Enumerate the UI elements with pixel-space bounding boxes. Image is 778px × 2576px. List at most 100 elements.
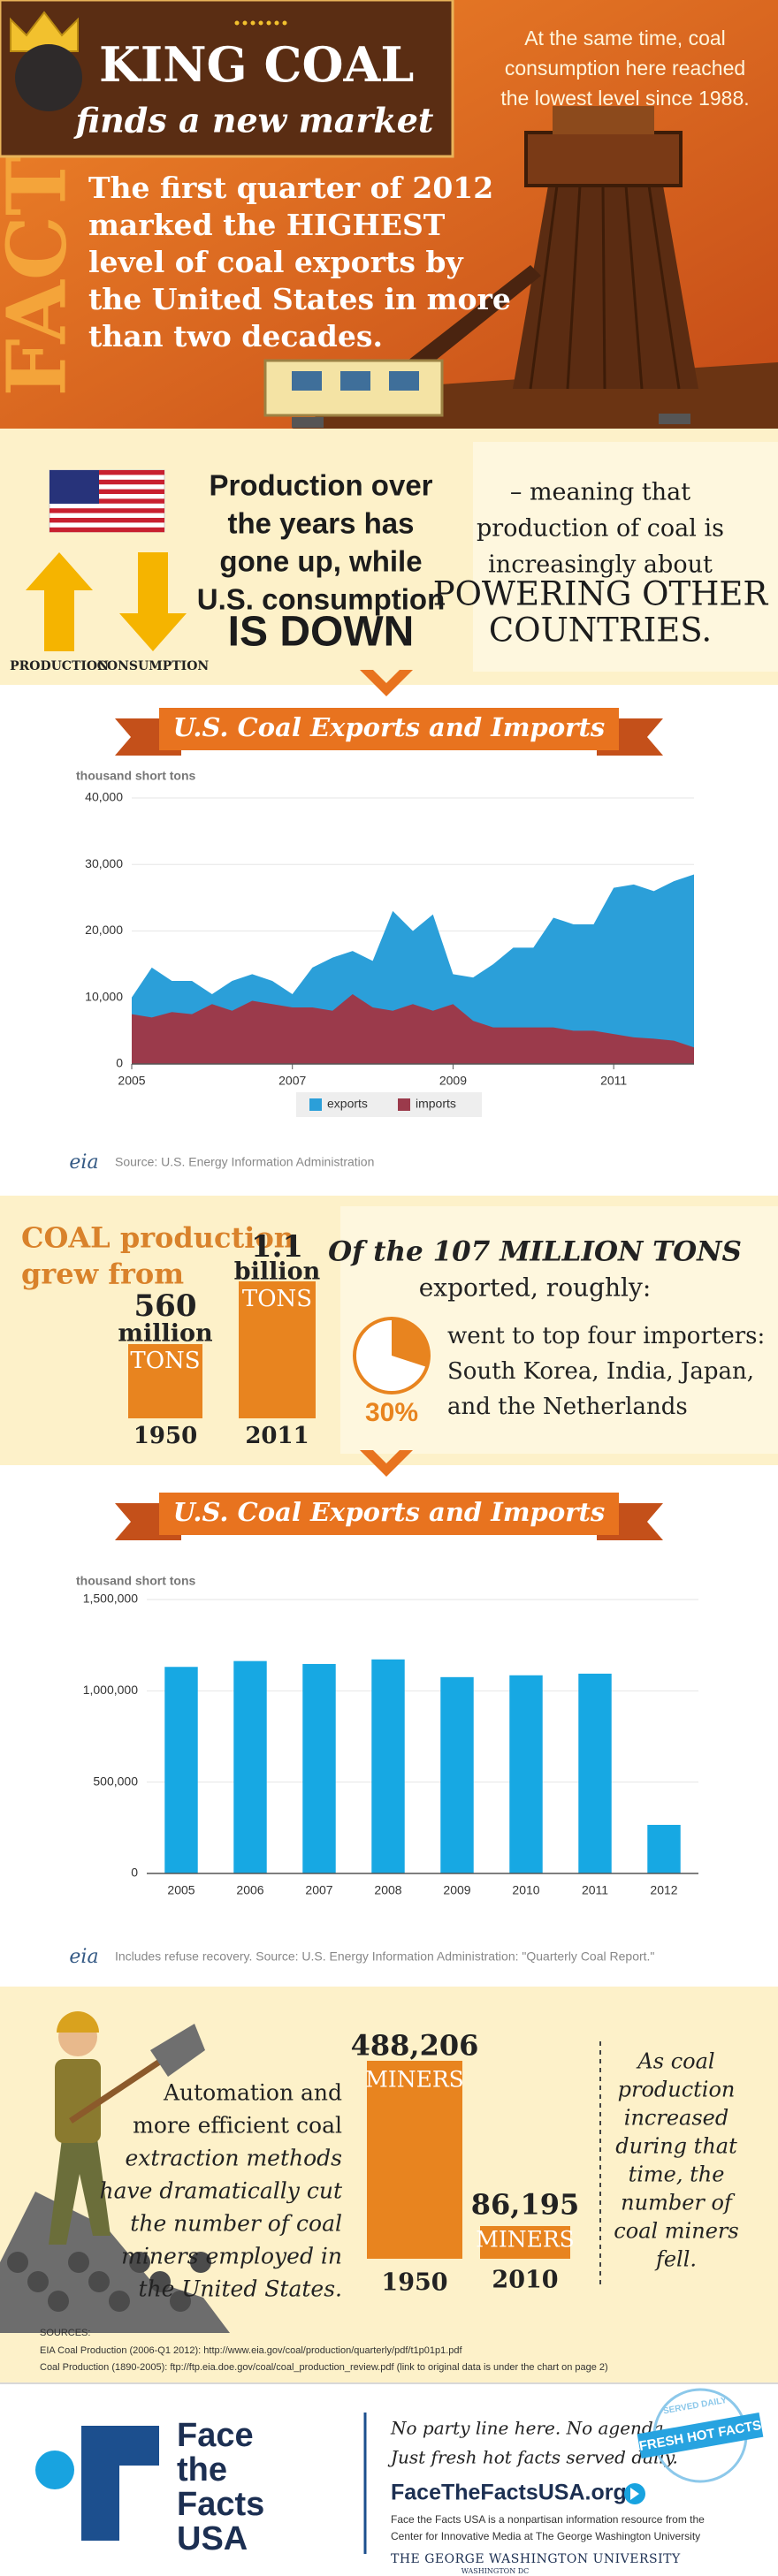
banner: [159, 708, 619, 750]
flag-stripe: [50, 498, 164, 504]
miners-note: fell.: [654, 2247, 697, 2272]
miners-note: during that: [615, 2134, 737, 2159]
destination: went to top four importers:: [447, 1323, 765, 1349]
rock: [48, 2291, 69, 2312]
bar: [440, 1676, 474, 1873]
conclusion-emphasis: POWERING OTHER: [433, 575, 769, 613]
stamp-band: [637, 2413, 764, 2458]
miners-year: 1950: [381, 2269, 447, 2297]
production-label: TONS: [130, 1348, 200, 1374]
miners-text: extraction methods: [126, 2146, 342, 2171]
shed-window: [292, 371, 322, 391]
banner: [159, 1493, 619, 1535]
miners-text: miners employed in: [121, 2244, 342, 2269]
miner-body: [55, 2059, 101, 2143]
flag-stripe: [50, 470, 164, 475]
bar: [302, 1663, 336, 1873]
miners-bar: [367, 2061, 462, 2259]
miners-note: As coal: [636, 2049, 714, 2074]
crown: [10, 11, 79, 52]
source: Source: U.S. Energy Information Administ…: [115, 1155, 374, 1169]
shovel-blade: [150, 2024, 205, 2077]
miners-year: 2010: [492, 2267, 558, 2294]
x-tick-label: 2006: [236, 1883, 263, 1897]
miners-count: 488,206: [351, 2029, 479, 2063]
shed-window: [389, 371, 419, 391]
source-logo: eia: [69, 1946, 98, 1968]
university: THE GEORGE WASHINGTON UNIVERSITY: [391, 2552, 681, 2566]
exports-heading: exported, roughly:: [419, 1273, 652, 1303]
miners-bar: [480, 2226, 570, 2259]
logo-text: Facts: [177, 2486, 264, 2523]
destination: South Korea, India, Japan,: [447, 1358, 754, 1385]
arrow-label: PRODUCTION: [10, 659, 109, 673]
miners-note: increased: [624, 2106, 728, 2131]
x-tick-label: 2007: [278, 1074, 306, 1088]
conclusion: increasingly about: [488, 551, 713, 579]
side-note: the lowest level since 1988.: [500, 87, 749, 110]
description: Center for Innovative Media at The Georg…: [391, 2530, 700, 2542]
title-dot: [282, 20, 287, 26]
production-year: 2011: [245, 1423, 309, 1449]
logo-block: [81, 2426, 159, 2541]
tagline: No party line here. No agenda.: [390, 2418, 669, 2439]
miner-helmet: [57, 2011, 99, 2033]
miners-note: coal miners: [614, 2219, 738, 2244]
production-year: 1950: [133, 1423, 197, 1449]
shovel-handle: [69, 2056, 165, 2124]
logo-dot: [35, 2451, 74, 2489]
tower-strut: [624, 185, 644, 390]
rock: [170, 2291, 191, 2312]
x-tick-label: 2011: [600, 1074, 627, 1088]
x-tick-label: 2005: [167, 1883, 194, 1897]
bar: [647, 1825, 681, 1873]
miners-text: the number of coal: [130, 2211, 342, 2237]
production-bar: [128, 1344, 202, 1418]
x-tick-label: 2009: [443, 1883, 470, 1897]
bar: [509, 1675, 543, 1873]
production-amount: 1.1: [251, 1229, 303, 1265]
legend-swatch: [398, 1098, 410, 1111]
title: KING COAL: [99, 36, 414, 93]
side-note: At the same time, coal: [524, 27, 726, 49]
mine-cart: [659, 414, 690, 424]
miners-text: the United States.: [138, 2276, 342, 2302]
rock: [109, 2291, 130, 2312]
flag-stripe: [50, 489, 164, 494]
tower-body: [513, 186, 698, 389]
source-logo: eia: [69, 1151, 98, 1174]
mine-cart: [292, 417, 324, 428]
rock: [7, 2252, 28, 2273]
x-tick-label: 2011: [582, 1883, 608, 1897]
conclusion-emphasis: COUNTRIES.: [489, 612, 712, 650]
exports-heading: Of the 107 MILLION TONS: [328, 1236, 742, 1268]
x-tick-label: 2005: [118, 1074, 145, 1088]
tower-strut: [529, 185, 559, 390]
subtitle: finds a new market: [73, 101, 434, 141]
y-tick-label: 40,000: [85, 790, 123, 804]
statement: U.S. consumption: [197, 583, 446, 616]
chart-title: U.S. Coal Exports and Imports: [173, 1497, 605, 1527]
y-tick-label: 1,000,000: [83, 1683, 138, 1697]
rock: [68, 2252, 89, 2273]
shed-window: [340, 371, 370, 391]
legend-box: [296, 1092, 482, 1117]
bar: [371, 1659, 405, 1873]
title-dot: [234, 20, 240, 26]
y-tick-label: 500,000: [93, 1774, 138, 1788]
tower-strut: [566, 185, 582, 390]
miners-note: number of: [621, 2191, 736, 2215]
chart-title: U.S. Coal Exports and Imports: [173, 712, 605, 742]
title-dot: [250, 20, 256, 26]
y-axis-label: thousand short tons: [76, 1574, 196, 1588]
miners-label: MINERS: [476, 2227, 575, 2253]
production-heading: grew from: [21, 1258, 184, 1291]
source-item: EIA Coal Production (2006-Q1 2012): http…: [40, 2345, 463, 2356]
production-label: TONS: [242, 1286, 312, 1312]
coal-lump: [15, 44, 82, 111]
logo-text: the: [177, 2451, 227, 2489]
arrow-up: [26, 552, 93, 651]
conclusion: – meaning that: [510, 479, 690, 506]
flag-stripe: [50, 518, 164, 523]
url-arrow-head: [630, 2488, 639, 2500]
